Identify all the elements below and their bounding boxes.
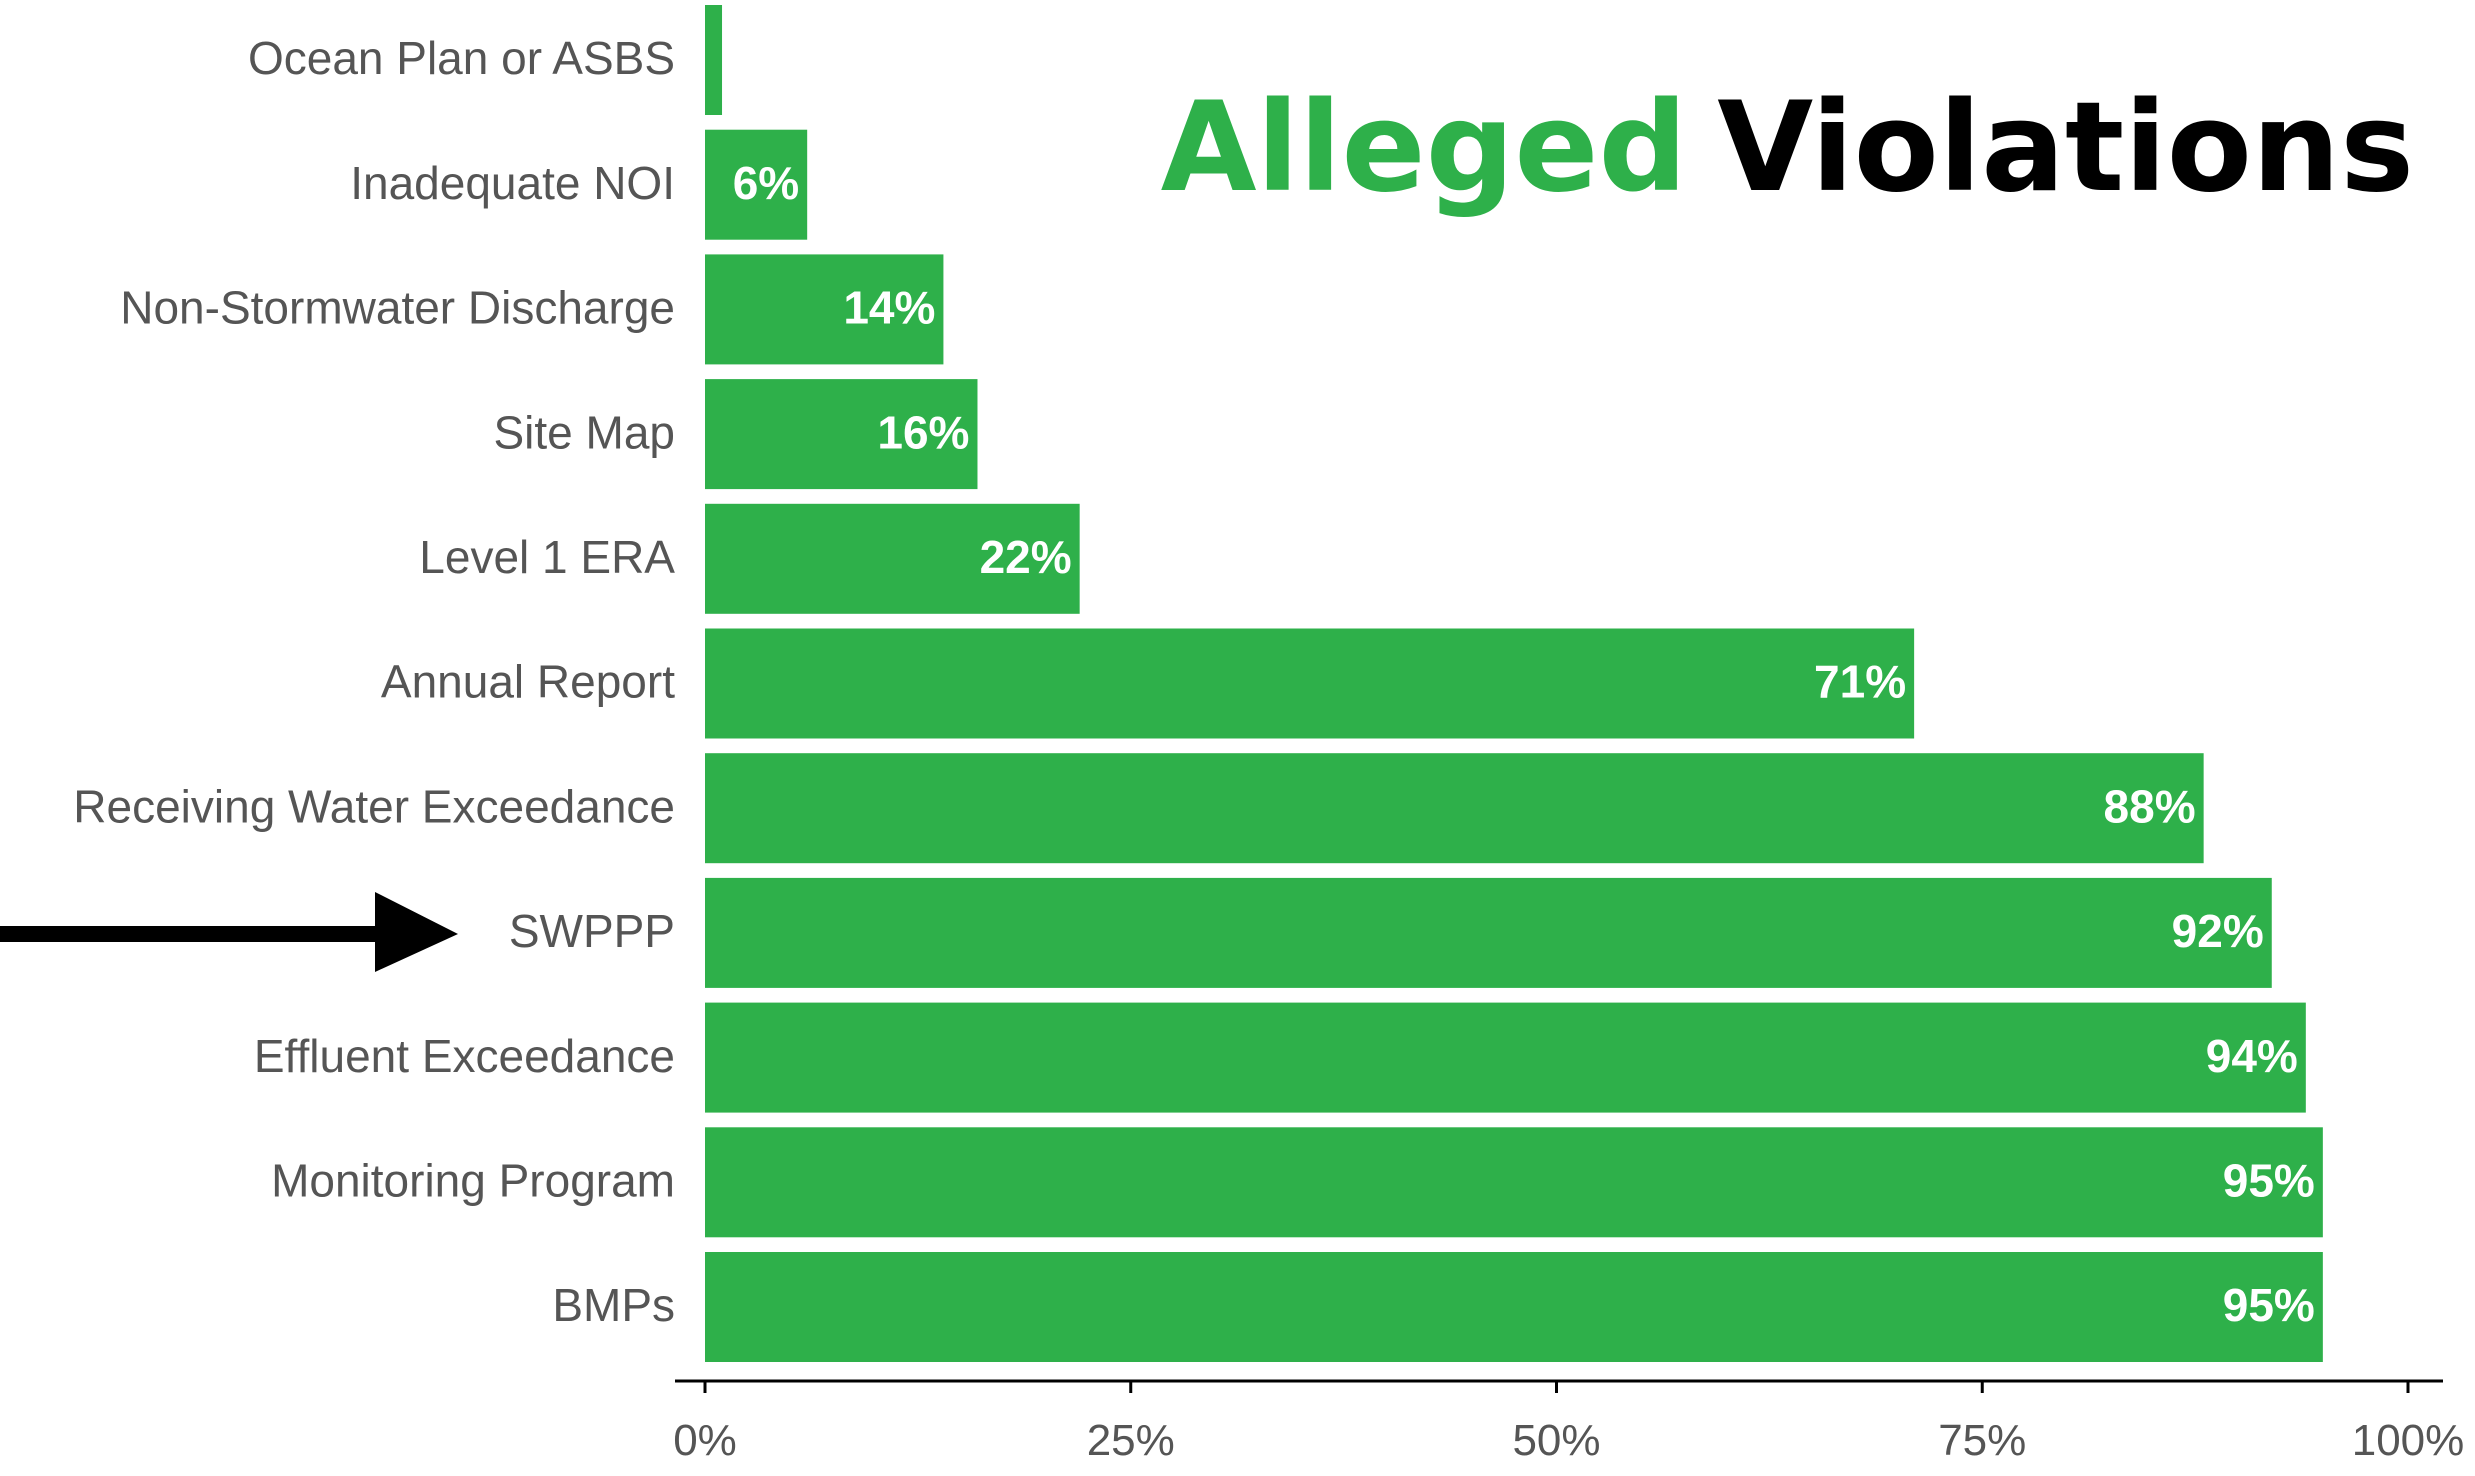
value-label: 6% [733, 157, 799, 209]
value-label: 92% [2172, 905, 2264, 957]
category-label: Annual Report [381, 656, 675, 708]
x-tick-label: 25% [1087, 1416, 1175, 1465]
x-tick-label: 50% [1512, 1416, 1600, 1465]
category-label: SWPPP [509, 905, 675, 957]
chart-title: Alleged Violations [1161, 76, 2414, 220]
value-label: 71% [1814, 656, 1906, 708]
arrow-head [375, 892, 458, 972]
bar [705, 628, 1915, 739]
bar [705, 129, 808, 240]
category-label: Inadequate NOI [350, 157, 675, 209]
category-label: Level 1 ERA [419, 531, 675, 583]
category-label: Ocean Plan or ASBS [248, 32, 675, 84]
bar [705, 503, 1080, 614]
bar [705, 254, 944, 365]
value-label: 95% [2223, 1279, 2315, 1331]
bar [705, 1002, 2306, 1113]
bar [705, 5, 723, 115]
value-label: 16% [877, 406, 969, 458]
category-label: Non-Stormwater Discharge [120, 282, 675, 334]
x-tick-label: 100% [2352, 1416, 2465, 1465]
title-word: Alleged [1161, 76, 1688, 220]
bar [705, 1127, 2323, 1238]
x-tick-label: 75% [1938, 1416, 2026, 1465]
category-label: Receiving Water Exceedance [73, 780, 675, 832]
category-label: Monitoring Program [271, 1154, 675, 1206]
bar [705, 877, 2272, 988]
value-label: 95% [2223, 1154, 2315, 1206]
value-label: 88% [2104, 780, 2196, 832]
bar [705, 753, 2204, 864]
bar [705, 379, 978, 490]
value-label: 22% [980, 531, 1072, 583]
title-word: Violations [1717, 76, 2414, 220]
value-label: 94% [2206, 1030, 2298, 1082]
category-label: BMPs [552, 1279, 675, 1331]
bar [705, 1252, 2323, 1362]
x-tick-label: 0% [673, 1416, 737, 1465]
category-label: Site Map [493, 406, 675, 458]
category-label: Effluent Exceedance [254, 1030, 675, 1082]
value-label: 14% [843, 282, 935, 334]
